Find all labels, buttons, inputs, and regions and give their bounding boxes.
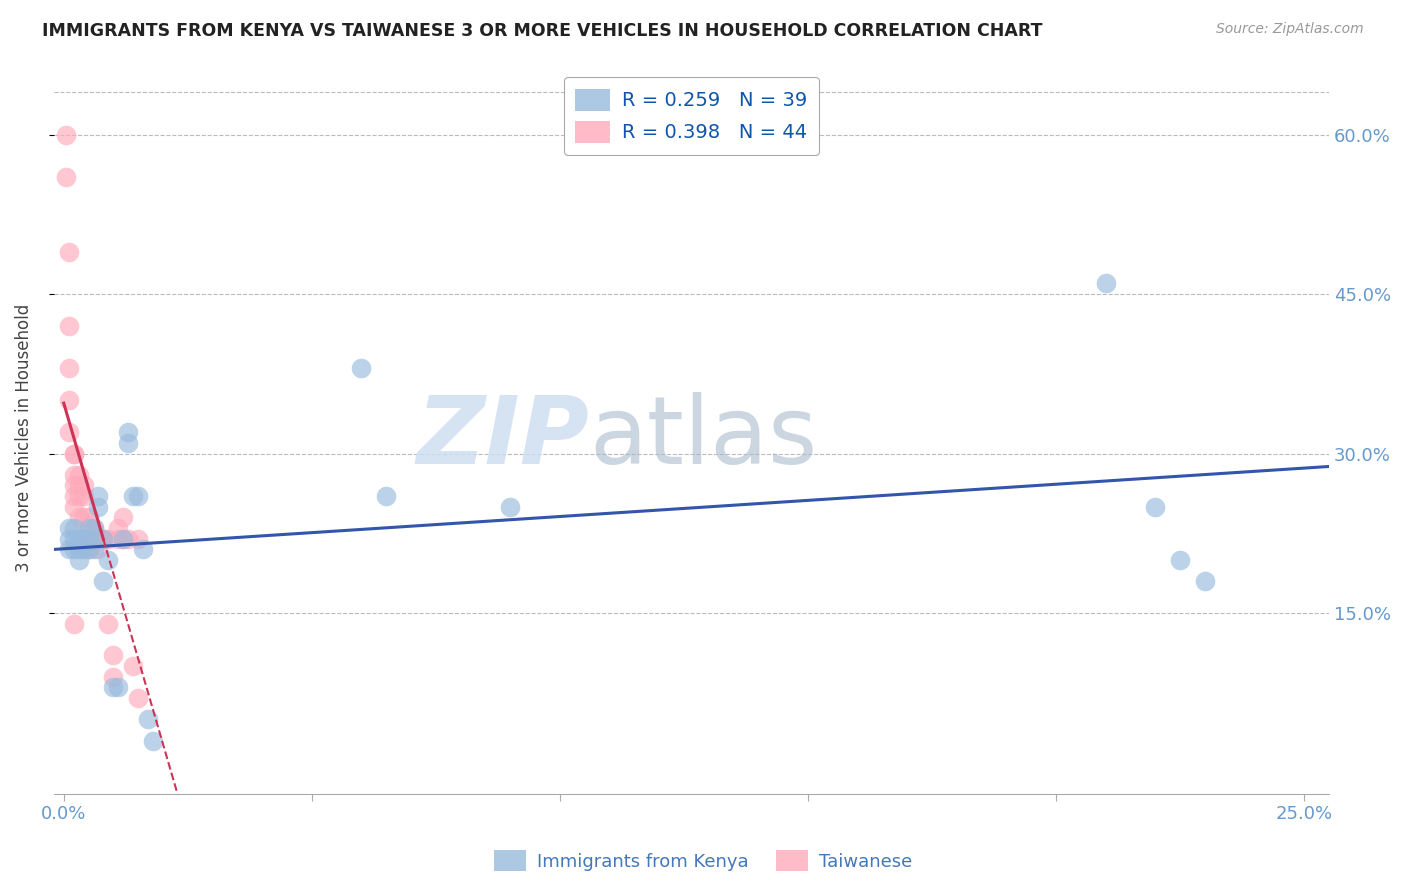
Point bbox=[87, 532, 110, 546]
Point bbox=[62, 489, 84, 503]
Point bbox=[107, 532, 129, 546]
Point bbox=[93, 532, 115, 546]
Point bbox=[62, 467, 84, 482]
Point bbox=[117, 532, 139, 546]
Point bbox=[87, 500, 110, 514]
Point bbox=[58, 521, 80, 535]
Point bbox=[97, 616, 120, 631]
Point bbox=[62, 521, 84, 535]
Point bbox=[67, 467, 90, 482]
Point bbox=[62, 500, 84, 514]
Point bbox=[1194, 574, 1216, 588]
Point bbox=[83, 532, 105, 546]
Point bbox=[77, 542, 100, 557]
Point bbox=[58, 244, 80, 259]
Point bbox=[67, 532, 90, 546]
Point bbox=[103, 681, 125, 695]
Point bbox=[62, 478, 84, 492]
Point bbox=[58, 425, 80, 440]
Point bbox=[1144, 500, 1167, 514]
Point bbox=[72, 542, 94, 557]
Point bbox=[103, 648, 125, 663]
Legend: R = 0.259   N = 39, R = 0.398   N = 44: R = 0.259 N = 39, R = 0.398 N = 44 bbox=[564, 77, 820, 155]
Point bbox=[87, 489, 110, 503]
Point bbox=[350, 361, 373, 376]
Point bbox=[83, 521, 105, 535]
Point bbox=[1094, 277, 1116, 291]
Point bbox=[62, 542, 84, 557]
Text: ZIP: ZIP bbox=[416, 392, 589, 483]
Point bbox=[83, 521, 105, 535]
Point bbox=[375, 489, 398, 503]
Point bbox=[93, 532, 115, 546]
Point bbox=[87, 542, 110, 557]
Text: Source: ZipAtlas.com: Source: ZipAtlas.com bbox=[1216, 22, 1364, 37]
Point bbox=[62, 616, 84, 631]
Point bbox=[55, 128, 77, 142]
Point bbox=[72, 478, 94, 492]
Point bbox=[93, 532, 115, 546]
Point bbox=[58, 318, 80, 333]
Point bbox=[112, 510, 135, 524]
Point bbox=[62, 446, 84, 460]
Y-axis label: 3 or more Vehicles in Household: 3 or more Vehicles in Household bbox=[15, 303, 32, 572]
Point bbox=[107, 521, 129, 535]
Point bbox=[67, 489, 90, 503]
Point bbox=[112, 532, 135, 546]
Point bbox=[77, 521, 100, 535]
Point bbox=[72, 510, 94, 524]
Text: IMMIGRANTS FROM KENYA VS TAIWANESE 3 OR MORE VEHICLES IN HOUSEHOLD CORRELATION C: IMMIGRANTS FROM KENYA VS TAIWANESE 3 OR … bbox=[42, 22, 1043, 40]
Point bbox=[93, 574, 115, 588]
Point bbox=[1168, 553, 1191, 567]
Point bbox=[72, 532, 94, 546]
Point bbox=[67, 510, 90, 524]
Point bbox=[77, 521, 100, 535]
Point bbox=[127, 489, 149, 503]
Point bbox=[122, 659, 145, 673]
Point bbox=[62, 446, 84, 460]
Point bbox=[77, 542, 100, 557]
Point bbox=[117, 436, 139, 450]
Point bbox=[67, 532, 90, 546]
Point bbox=[97, 532, 120, 546]
Point bbox=[77, 532, 100, 546]
Point bbox=[117, 425, 139, 440]
Point bbox=[58, 361, 80, 376]
Point bbox=[103, 670, 125, 684]
Point bbox=[142, 733, 165, 747]
Point bbox=[127, 691, 149, 706]
Point bbox=[77, 532, 100, 546]
Text: atlas: atlas bbox=[589, 392, 818, 483]
Point bbox=[136, 712, 159, 726]
Point bbox=[58, 542, 80, 557]
Point bbox=[77, 510, 100, 524]
Point bbox=[112, 532, 135, 546]
Legend: Immigrants from Kenya, Taiwanese: Immigrants from Kenya, Taiwanese bbox=[486, 843, 920, 879]
Point bbox=[67, 478, 90, 492]
Point bbox=[83, 542, 105, 557]
Point bbox=[58, 393, 80, 408]
Point bbox=[97, 553, 120, 567]
Point bbox=[67, 553, 90, 567]
Point bbox=[55, 170, 77, 185]
Point bbox=[122, 489, 145, 503]
Point bbox=[72, 489, 94, 503]
Point bbox=[58, 532, 80, 546]
Point bbox=[127, 532, 149, 546]
Point bbox=[67, 542, 90, 557]
Point bbox=[107, 681, 129, 695]
Point bbox=[499, 500, 522, 514]
Point bbox=[62, 532, 84, 546]
Point bbox=[132, 542, 155, 557]
Point bbox=[72, 532, 94, 546]
